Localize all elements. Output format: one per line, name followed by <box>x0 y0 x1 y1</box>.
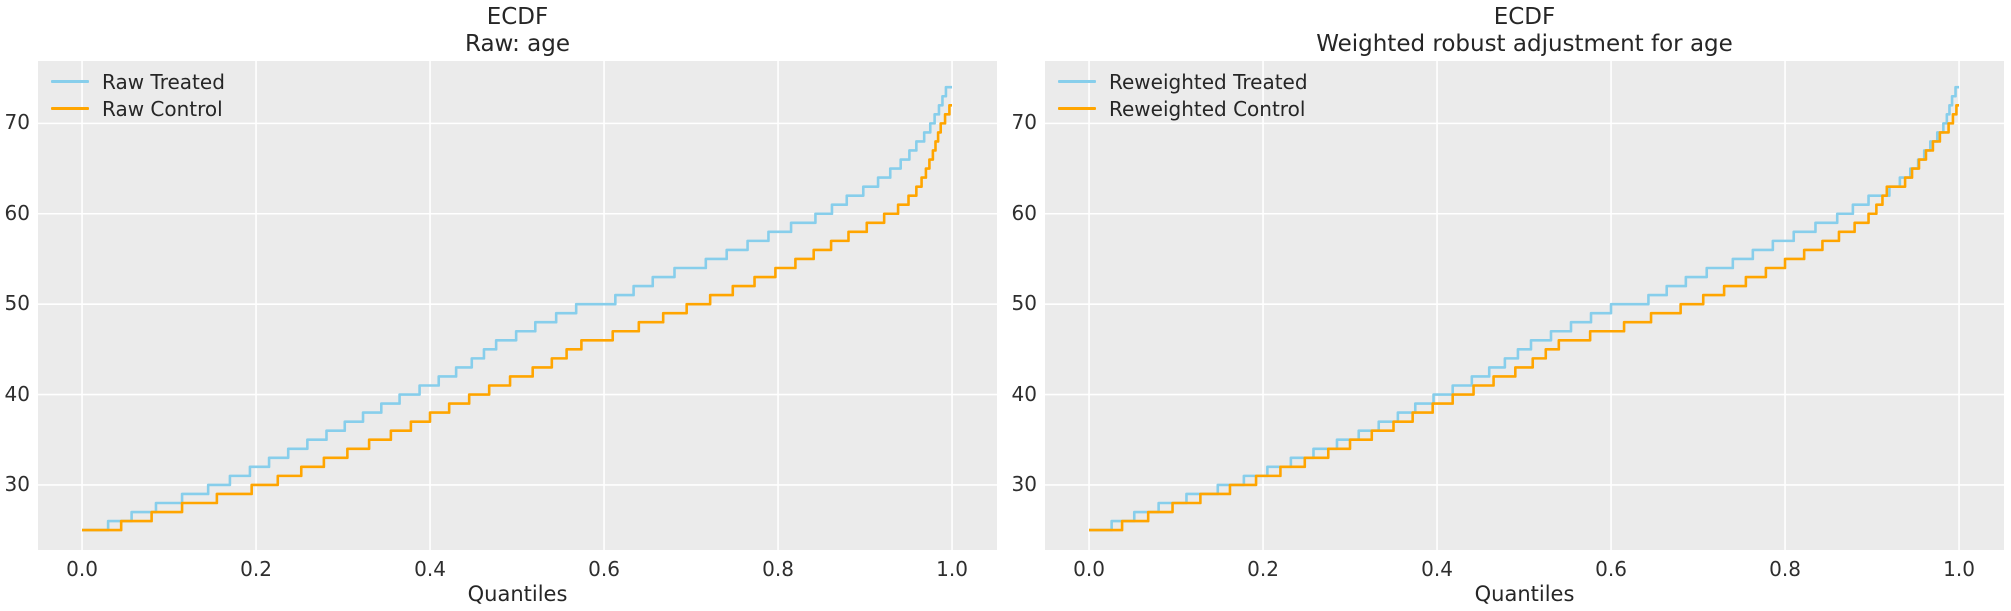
plot-area <box>1045 61 2004 550</box>
y-tick-label: 30 <box>1011 471 1037 496</box>
ecdf-step-line <box>1089 85 1960 532</box>
chart-title: ECDF Raw: age <box>38 4 997 58</box>
gridlines <box>1045 61 2004 550</box>
x-tick-label: 1.0 <box>1943 557 1975 581</box>
chart-title-line-1: ECDF <box>486 4 549 30</box>
y-tick-label: 30 <box>4 471 30 496</box>
legend: Raw Treated Raw Control <box>51 68 225 122</box>
x-tick-label: 0.6 <box>1595 557 1627 581</box>
y-tick-label: 50 <box>4 291 30 316</box>
legend-label: Reweighted Control <box>1109 96 1306 121</box>
ecdf-panel-right: ECDF Weighted robust adjustment for age … <box>1012 0 2004 611</box>
x-tick-label: 0.2 <box>240 557 272 581</box>
y-tick-label: 70 <box>1011 110 1037 135</box>
plot-area <box>38 61 997 550</box>
chart-title-line-2: Weighted robust adjustment for age <box>1316 31 1733 57</box>
x-tick-label: 0.4 <box>414 557 446 581</box>
ecdf-panel-left: ECDF Raw: age Raw Treated Raw Control Qu… <box>5 0 997 611</box>
x-axis-label: Quantiles <box>467 582 568 606</box>
treated-line-swatch <box>1058 80 1096 83</box>
x-tick-label: 0.0 <box>66 557 98 581</box>
ecdf-step-line <box>82 85 953 532</box>
legend-label: Raw Control <box>102 96 223 121</box>
legend-item-treated: Raw Treated <box>51 68 225 95</box>
x-tick-label: 0.0 <box>1073 557 1105 581</box>
chart-title-line-2: Raw: age <box>464 31 571 57</box>
x-tick-label: 0.6 <box>588 557 620 581</box>
y-tick-label: 40 <box>4 381 30 406</box>
legend: Reweighted Treated Reweighted Control <box>1058 68 1308 122</box>
legend-item-control: Reweighted Control <box>1058 95 1308 122</box>
chart-title: ECDF Weighted robust adjustment for age <box>1045 4 2004 58</box>
x-axis-label: Quantiles <box>1474 582 1575 606</box>
x-tick-label: 0.2 <box>1247 557 1279 581</box>
y-tick-label: 60 <box>4 200 30 225</box>
gridlines <box>38 61 997 550</box>
y-tick-label: 60 <box>1011 200 1037 225</box>
ecdf-step-line <box>82 103 953 532</box>
x-tick-label: 0.8 <box>1769 557 1801 581</box>
ecdf-step-line <box>1089 103 1960 532</box>
control-line-swatch <box>1058 107 1096 110</box>
legend-item-treated: Reweighted Treated <box>1058 68 1308 95</box>
y-tick-label: 40 <box>1011 381 1037 406</box>
control-line-swatch <box>51 107 89 110</box>
legend-label: Reweighted Treated <box>1109 69 1308 94</box>
y-tick-label: 50 <box>1011 291 1037 316</box>
legend-label: Raw Treated <box>102 69 225 94</box>
x-tick-label: 1.0 <box>936 557 968 581</box>
treated-line-swatch <box>51 80 89 83</box>
y-tick-label: 70 <box>4 110 30 135</box>
x-tick-label: 0.4 <box>1421 557 1453 581</box>
chart-title-line-1: ECDF <box>1493 4 1556 30</box>
legend-item-control: Raw Control <box>51 95 225 122</box>
x-tick-label: 0.8 <box>762 557 794 581</box>
